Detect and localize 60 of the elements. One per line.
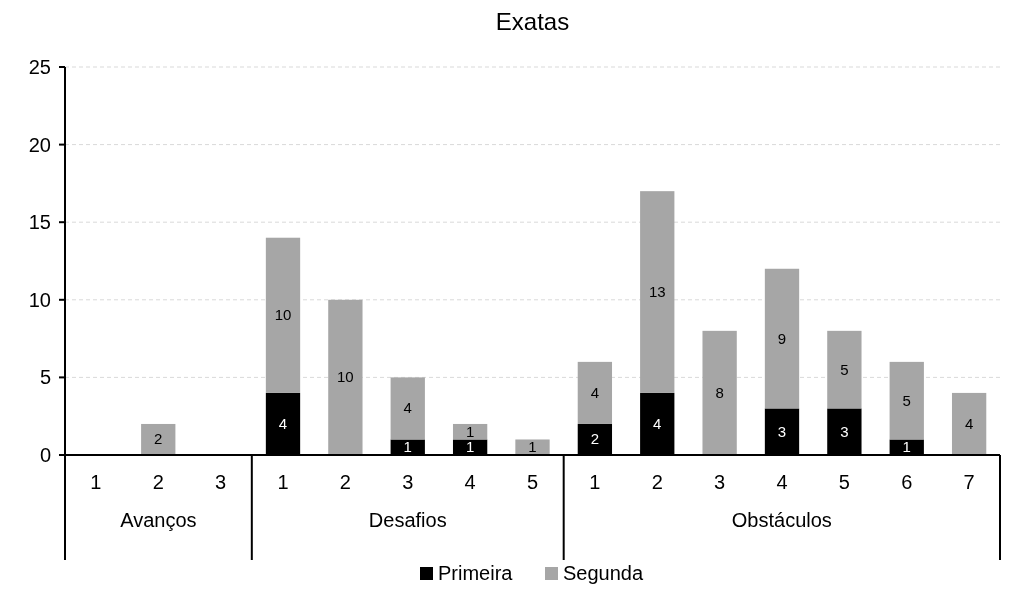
data-label: 1 <box>465 438 475 456</box>
data-label: 4 <box>590 383 600 401</box>
bar <box>702 330 737 455</box>
data-label: 2 <box>154 430 163 448</box>
bar <box>889 361 924 440</box>
x-tick-label: 7 <box>963 471 975 493</box>
data-label: 3 <box>777 422 787 440</box>
bar <box>764 268 800 409</box>
x-tick-label: 3 <box>714 471 726 493</box>
data-label: 4 <box>403 399 412 417</box>
legend-label: Primeira <box>438 562 514 584</box>
x-tick-label: 4 <box>464 471 476 493</box>
data-label: 4 <box>278 414 288 432</box>
text: Desafios <box>368 509 447 531</box>
data-label: 1 <box>902 438 911 456</box>
bar <box>827 330 862 409</box>
data-label: 8 <box>715 383 724 401</box>
data-label: 10 <box>337 368 354 386</box>
y-tick-label: 10 <box>28 288 51 311</box>
y-tick-label: 15 <box>28 211 51 234</box>
text: Obstáculos <box>731 509 832 531</box>
x-tick-label: 5 <box>526 471 539 493</box>
data-label: 1 <box>528 438 537 456</box>
x-tick-label: 2 <box>651 471 663 493</box>
x-tick-label: 1 <box>589 471 601 493</box>
bar <box>577 361 613 424</box>
x-tick-label: 6 <box>901 471 913 493</box>
bar <box>328 299 363 455</box>
bar <box>951 392 987 455</box>
data-label: 5 <box>840 360 849 378</box>
data-label: 1 <box>403 438 412 456</box>
bar <box>515 439 550 455</box>
data-label: 13 <box>648 283 666 301</box>
text: Avanços <box>120 509 197 531</box>
x-tick-label: 1 <box>90 471 102 493</box>
y-tick-label: 0 <box>39 444 51 466</box>
chart-title: Exatas <box>495 8 570 35</box>
x-tick-label: 4 <box>776 471 788 493</box>
x-tick-label: 2 <box>152 471 164 493</box>
y-tick-label: 25 <box>28 56 51 78</box>
data-label: 10 <box>274 306 292 324</box>
bar <box>390 377 425 440</box>
bar <box>640 191 675 393</box>
data-label: 1 <box>465 422 475 440</box>
data-label: 5 <box>902 391 911 409</box>
x-tick-label: 5 <box>838 471 850 493</box>
x-tick-label: 1 <box>277 471 289 493</box>
legend-label: Segunda <box>563 562 644 584</box>
data-label: 9 <box>777 329 787 347</box>
y-tick-label: 20 <box>28 133 51 156</box>
bar <box>265 237 301 393</box>
bar <box>141 423 176 455</box>
data-label: 4 <box>653 414 662 432</box>
x-tick-label: 3 <box>215 471 227 493</box>
x-tick-label: 2 <box>339 471 351 493</box>
data-label: 3 <box>840 422 849 440</box>
data-label: 4 <box>964 414 974 432</box>
y-tick-label: 5 <box>39 366 51 389</box>
x-tick-label: 3 <box>402 471 414 493</box>
data-label: 2 <box>590 430 600 448</box>
